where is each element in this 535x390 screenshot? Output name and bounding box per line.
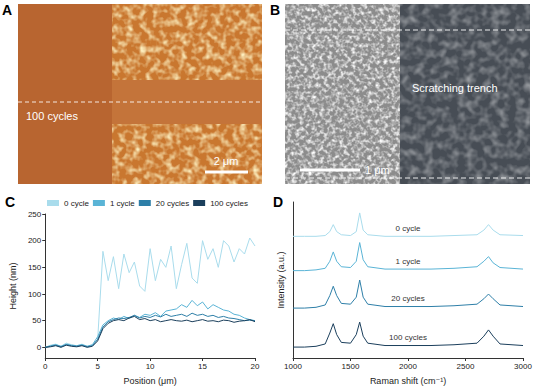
svg-text:B: B <box>270 2 280 18</box>
svg-text:Scratching trench: Scratching trench <box>412 82 498 94</box>
svg-text:2 μm: 2 μm <box>214 155 239 167</box>
svg-text:2500: 2500 <box>457 362 475 371</box>
svg-text:50: 50 <box>32 316 41 325</box>
svg-text:250: 250 <box>28 210 42 219</box>
svg-text:0: 0 <box>37 343 42 352</box>
svg-text:Height (nm): Height (nm) <box>8 262 18 309</box>
svg-text:1 cycle: 1 cycle <box>110 199 135 208</box>
svg-text:20 cycles: 20 cycles <box>156 199 189 208</box>
svg-text:20: 20 <box>251 362 260 371</box>
svg-text:20 cycles: 20 cycles <box>391 294 424 303</box>
svg-text:0 cycle: 0 cycle <box>64 199 89 208</box>
svg-text:D: D <box>273 194 283 210</box>
svg-text:100 cycles: 100 cycles <box>210 199 248 208</box>
svg-text:0 cycle: 0 cycle <box>396 224 421 233</box>
svg-text:A: A <box>2 2 12 18</box>
svg-text:Intensity (a.u.): Intensity (a.u.) <box>276 251 286 308</box>
svg-text:1 μm: 1 μm <box>365 164 390 176</box>
svg-text:100: 100 <box>28 290 42 299</box>
svg-text:10: 10 <box>146 362 155 371</box>
svg-text:C: C <box>5 194 15 210</box>
svg-text:200: 200 <box>28 236 42 245</box>
svg-text:2000: 2000 <box>399 362 417 371</box>
svg-text:100 cycles: 100 cycles <box>389 333 427 342</box>
svg-text:1000: 1000 <box>284 362 302 371</box>
svg-text:15: 15 <box>198 362 207 371</box>
svg-text:Position (μm): Position (μm) <box>124 376 177 386</box>
svg-text:100 cycles: 100 cycles <box>26 110 78 122</box>
svg-text:0: 0 <box>43 362 48 371</box>
svg-text:Raman shift (cm⁻¹): Raman shift (cm⁻¹) <box>370 376 446 386</box>
svg-text:1500: 1500 <box>342 362 360 371</box>
svg-text:150: 150 <box>28 263 42 272</box>
svg-text:1 cycle: 1 cycle <box>396 257 421 266</box>
svg-text:3000: 3000 <box>514 362 532 371</box>
svg-text:5: 5 <box>95 362 100 371</box>
